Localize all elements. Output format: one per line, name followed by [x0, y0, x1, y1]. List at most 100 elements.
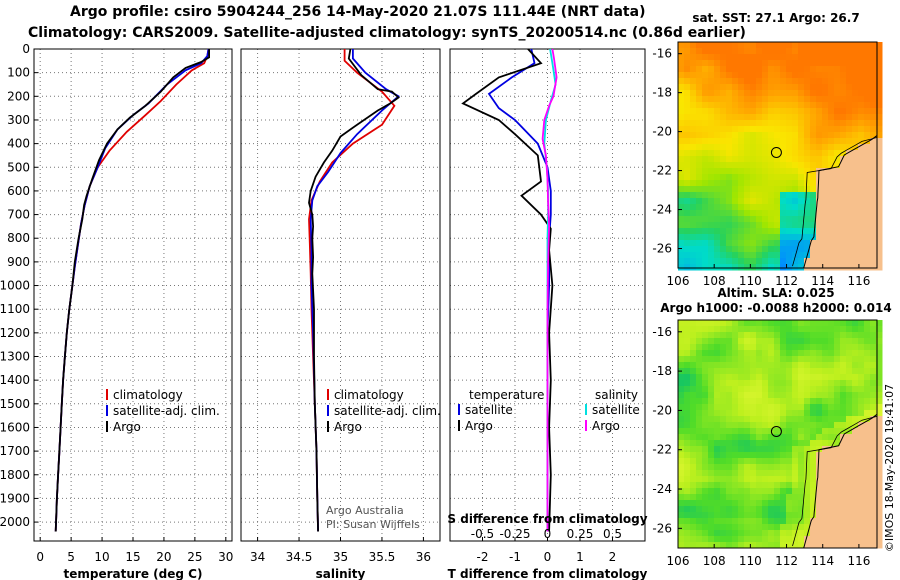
map-cell: [852, 216, 859, 223]
map-cell: [876, 320, 883, 327]
map-cell: [798, 542, 805, 549]
map-cell: [696, 180, 703, 187]
map-cell: [720, 488, 727, 495]
map-cell: [780, 72, 787, 79]
map-cell: [828, 180, 835, 187]
map-cell: [816, 362, 823, 369]
map-cell: [804, 506, 811, 513]
map-cell: [720, 362, 727, 369]
map-cell: [726, 380, 733, 387]
map-cell: [726, 180, 733, 187]
map-cell: [702, 240, 709, 247]
map-cell: [690, 210, 697, 217]
map-cell: [834, 48, 841, 55]
map-cell: [870, 374, 877, 381]
map-cell: [714, 174, 721, 181]
map-cell: [804, 168, 811, 175]
map-cell: [708, 156, 715, 163]
map-cell: [720, 380, 727, 387]
map-cell: [756, 446, 763, 453]
map-cell: [744, 144, 751, 151]
map-cell: [762, 204, 769, 211]
map-cell: [780, 362, 787, 369]
map-cell: [708, 416, 715, 423]
map-cell: [732, 410, 739, 417]
map-cell: [756, 326, 763, 333]
map-cell: [858, 198, 865, 205]
map-cell: [828, 338, 835, 345]
map-cell: [864, 392, 871, 399]
map-cell: [870, 108, 877, 115]
map-cell: [804, 320, 811, 327]
map-cell: [876, 258, 883, 265]
map-cell: [810, 350, 817, 357]
map-cell: [870, 530, 877, 537]
map-cell: [726, 222, 733, 229]
map-cell: [810, 60, 817, 67]
map-cell: [768, 446, 775, 453]
map-cell: [768, 96, 775, 103]
map-cell: [738, 114, 745, 121]
map-cell: [864, 186, 871, 193]
map-cell: [864, 542, 871, 549]
map-cell: [678, 374, 685, 381]
map-cell: [828, 150, 835, 157]
map-cell: [786, 434, 793, 441]
map-cell: [744, 258, 751, 265]
map-cell: [804, 422, 811, 429]
map-cell: [762, 102, 769, 109]
diff-legend-temperature-entry: satellite: [465, 403, 513, 417]
map-cell: [744, 458, 751, 465]
map-cell: [768, 506, 775, 513]
map-cell: [678, 114, 685, 121]
map-cell: [792, 482, 799, 489]
map-cell: [852, 198, 859, 205]
depth-tick-label: 2000: [0, 515, 30, 529]
map-cell: [702, 216, 709, 223]
map-cell: [702, 542, 709, 549]
map-cell: [702, 356, 709, 363]
map-cell: [744, 186, 751, 193]
map-cell: [858, 192, 865, 199]
map-cell: [840, 42, 847, 49]
map-cell: [852, 42, 859, 49]
map-cell: [768, 108, 775, 115]
map-cell: [858, 78, 865, 85]
map-cell: [840, 216, 847, 223]
map-cell: [828, 216, 835, 223]
map-cell: [786, 180, 793, 187]
map-cell: [786, 326, 793, 333]
map-cell: [696, 174, 703, 181]
map-cell: [756, 464, 763, 471]
map-cell: [852, 404, 859, 411]
map-cell: [726, 150, 733, 157]
map-cell: [720, 536, 727, 543]
map-cell: [684, 108, 691, 115]
map-cell: [804, 258, 811, 265]
map-cell: [798, 500, 805, 507]
map-cell: [726, 410, 733, 417]
map-cell: [714, 180, 721, 187]
map-cell: [708, 368, 715, 375]
map-cell: [786, 524, 793, 531]
map-cell: [702, 144, 709, 151]
map-cell: [828, 144, 835, 151]
imos-credit: ©IMOS 18-May-2020 19:41:07: [883, 384, 896, 552]
map-cell: [870, 54, 877, 61]
map-cell: [762, 458, 769, 465]
map-cell: [822, 180, 829, 187]
map-cell: [810, 174, 817, 181]
map-cell: [828, 332, 835, 339]
map-cell: [702, 90, 709, 97]
map-cell: [810, 126, 817, 133]
map-cell: [696, 542, 703, 549]
map-cell: [726, 404, 733, 411]
map-cell: [828, 252, 835, 259]
map-cell: [732, 96, 739, 103]
map-cell: [828, 524, 835, 531]
map-cell: [780, 500, 787, 507]
map-cell: [684, 344, 691, 351]
map-cell: [720, 320, 727, 327]
map-cell: [690, 246, 697, 253]
map-cell: [762, 72, 769, 79]
